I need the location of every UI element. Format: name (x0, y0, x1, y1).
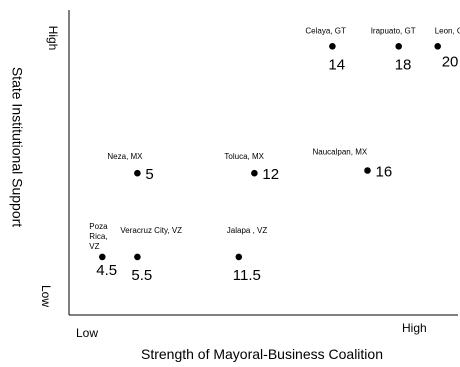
data-point: Leon, GT 20 (434, 26, 460, 70)
point-marker (134, 253, 141, 261)
point-value-label: 5.5 (131, 267, 152, 284)
data-point: Veracruz City, VZ 5.5 (120, 226, 182, 284)
x-axis-title: Strength of Mayoral-Business Coalition (141, 346, 383, 362)
point-marker (395, 43, 403, 50)
data-point: Irapuato, GT 18 (371, 26, 416, 73)
point-marker (235, 253, 243, 261)
point-name-label: Jalapa , VZ (227, 226, 268, 235)
point-value-label: 4.5 (96, 262, 117, 279)
point-name-label: Poza Rica, VZ (89, 222, 108, 251)
data-point: Celaya, GT 14 (305, 26, 346, 73)
point-value-label: 5 (145, 166, 153, 183)
point-value-label: 16 (376, 164, 393, 181)
point-marker (134, 169, 141, 177)
x-axis-high-label: High (402, 321, 427, 335)
point-name-label: Neza, MX (107, 152, 143, 161)
point-name-label: Naucalpan, MX (313, 148, 368, 157)
point-name-label: Celaya, GT (305, 26, 346, 35)
y-axis-low-label: Low (39, 285, 53, 307)
data-point: Neza, MX5 (107, 152, 153, 183)
point-marker (434, 43, 442, 50)
y-axis-high-label: High (46, 26, 60, 51)
point-name-label: Leon, GT (435, 26, 460, 35)
point-value-label: 20 (442, 53, 459, 70)
point-name-label: Veracruz City, VZ (120, 226, 182, 235)
data-point: Naucalpan, MX 16 (313, 148, 393, 181)
point-marker (364, 167, 371, 174)
data-points: Poza Rica, VZ 4.5 Veracruz City, VZ 5.5 Jalapa… (89, 26, 460, 284)
data-point: Jalapa , VZ 11.5 (227, 226, 268, 284)
point-name-label: Toluca, MX (224, 152, 264, 161)
data-point: Poza Rica, VZ 4.5 (89, 222, 117, 279)
point-value-label: 14 (328, 56, 345, 73)
point-value-label: 18 (395, 56, 412, 73)
point-name-label: Irapuato, GT (371, 26, 416, 35)
point-marker (329, 43, 336, 50)
data-point: Toluca, MX 12 (224, 152, 279, 183)
point-marker (251, 169, 258, 177)
y-axis-title: State Institutional Support (9, 67, 25, 227)
point-marker (99, 253, 106, 261)
point-value-label: 11.5 (233, 267, 261, 284)
x-axis-low-label: Low (76, 326, 98, 340)
point-value-label: 12 (262, 166, 279, 183)
